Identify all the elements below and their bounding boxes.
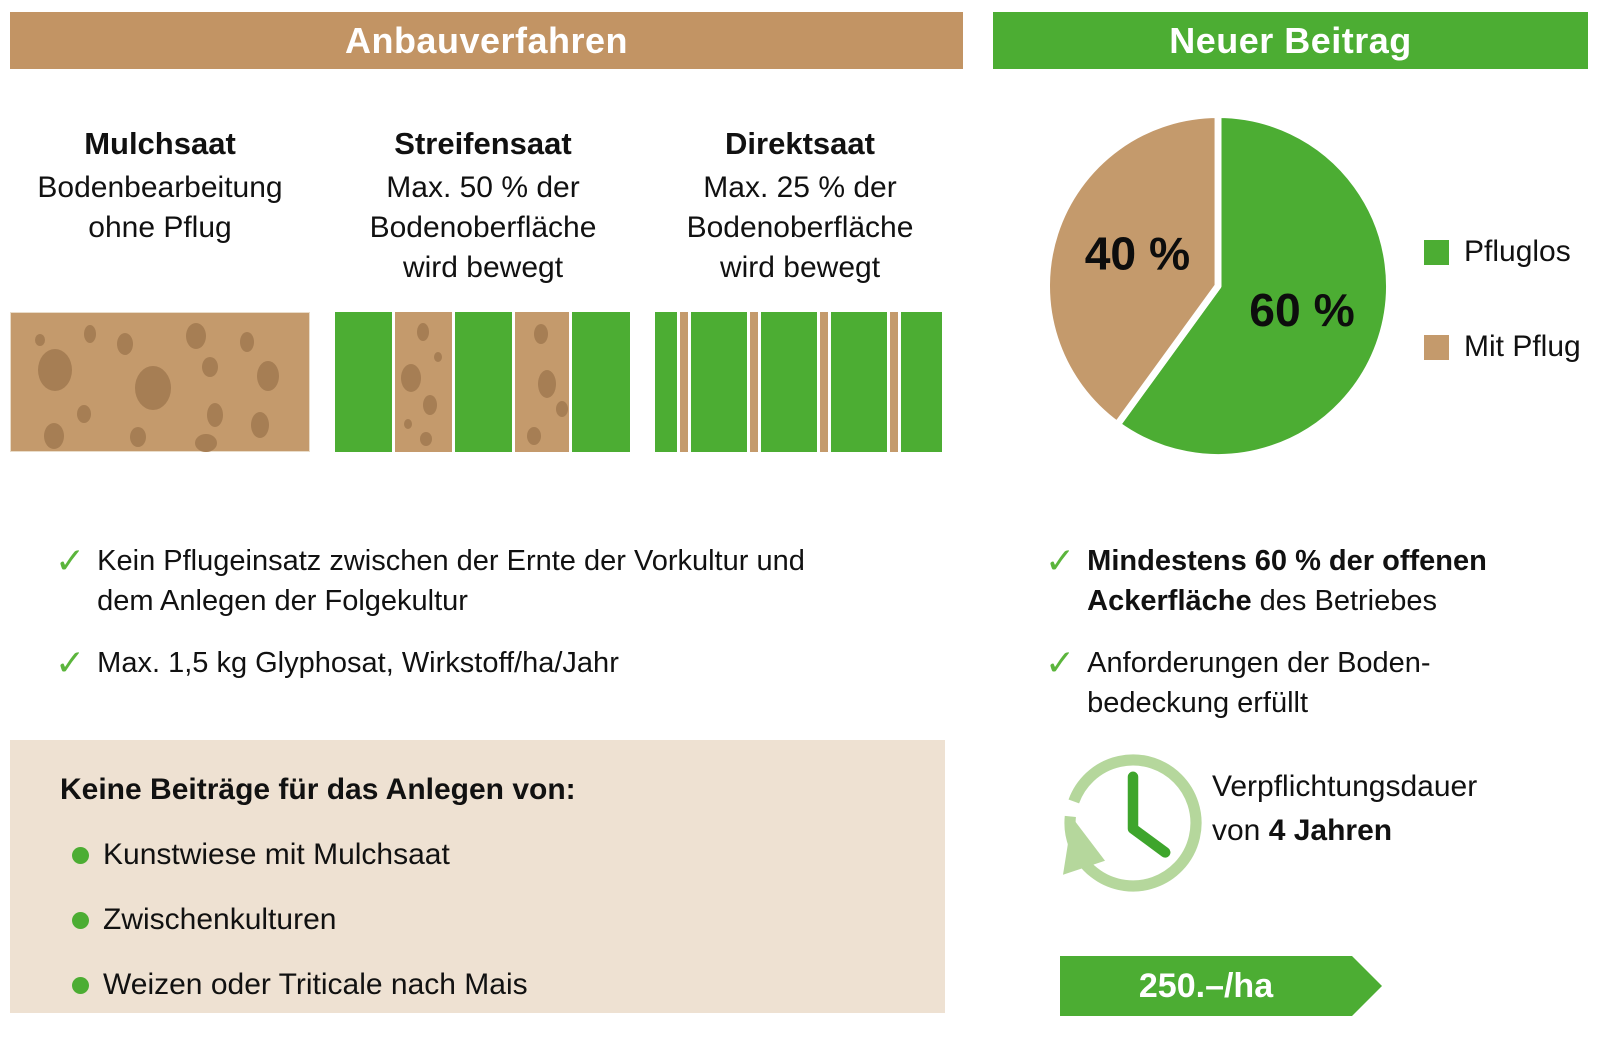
method-line: Bodenoberfläche xyxy=(686,211,914,244)
price-banner: 250.–/ha xyxy=(1060,956,1382,1016)
direktsaat-soil-illustration xyxy=(655,312,942,452)
right-section-header: Neuer Beitrag xyxy=(993,12,1588,69)
checklist-line: bedeckung erfüllt xyxy=(1087,683,1430,723)
checklist-line: Anforderungen der Boden- xyxy=(1087,643,1430,683)
checklist-item: ✓ Mindestens 60 % der offenen Ackerfläch… xyxy=(1045,541,1545,621)
list-item-label: Weizen oder Triticale nach Mais xyxy=(103,968,528,1001)
new-contribution-checklist: ✓ Mindestens 60 % der offenen Ackerfläch… xyxy=(1045,541,1545,745)
pie-slice-pfluglos xyxy=(1113,111,1393,461)
method-title: Direktsaat xyxy=(725,126,875,161)
list-item: Kunstwiese mit Mulchsaat xyxy=(72,835,945,875)
clock-hands xyxy=(1127,771,1171,858)
list-item-label: Zwischenkulturen xyxy=(103,903,337,936)
method-line: Bodenoberfläche xyxy=(369,211,597,244)
duration-text: Verpflichtungsdauer von 4 Jahren xyxy=(1212,765,1477,853)
pie-label-40: 40 % xyxy=(1085,227,1190,279)
checklist-item: ✓ Anforderungen der Boden- bedeckung erf… xyxy=(1045,643,1545,723)
streifensaat-soil-illustration xyxy=(335,312,630,452)
checklist-line: Kein Pflugeinsatz zwischen der Ernte der… xyxy=(97,545,805,577)
method-line: wird bewegt xyxy=(402,251,564,284)
checklist-item: ✓ Max. 1,5 kg Glyphosat, Wirkstoff/ha/Ja… xyxy=(55,643,815,683)
list-item: Zwischenkulturen xyxy=(72,900,945,940)
cultivation-rules-checklist: ✓ Kein Pflugeinsatz zwischen der Ernte d… xyxy=(55,541,815,705)
method-direktsaat: Direktsaat Max. 25 % der Bodenoberfläche… xyxy=(650,124,950,288)
pie-chart: 40 % 60 % xyxy=(1043,111,1393,461)
checklist-line: Max. 1,5 kg Glyphosat, Wirkstoff/ha/Jahr xyxy=(97,647,619,679)
pie-slice-mit-pflug xyxy=(1043,111,1222,429)
method-streifensaat: Streifensaat Max. 50 % der Bodenoberfläc… xyxy=(333,124,633,288)
clock-history-icon xyxy=(1063,754,1202,892)
method-title: Streifensaat xyxy=(394,126,572,161)
bullet-icon xyxy=(72,976,89,994)
regular-text: des Betriebes xyxy=(1251,585,1437,617)
list-item: Weizen oder Triticale nach Mais xyxy=(72,965,945,1005)
check-icon: ✓ xyxy=(1045,540,1076,581)
legend-item-mit-pflug: Mit Pflug xyxy=(1424,330,1581,364)
bullet-icon xyxy=(72,846,89,864)
method-title: Mulchsaat xyxy=(84,126,236,161)
check-icon: ✓ xyxy=(55,642,86,683)
left-section-header: Anbauverfahren xyxy=(10,12,963,69)
method-line: Max. 25 % der xyxy=(703,171,897,204)
legend-label: Pfluglos xyxy=(1464,235,1571,268)
mulchsaat-soil-illustration xyxy=(10,312,310,452)
bullet-icon xyxy=(72,911,89,929)
list-item-label: Kunstwiese mit Mulchsaat xyxy=(103,838,450,871)
check-icon: ✓ xyxy=(55,540,86,581)
clock-arrowhead xyxy=(1063,817,1105,875)
method-line: ohne Pflug xyxy=(88,211,232,244)
method-line: wird bewegt xyxy=(719,251,881,284)
regular-text: von xyxy=(1212,814,1269,847)
checklist-line: Mindestens 60 % der offenen xyxy=(1087,541,1487,581)
method-line: Max. 50 % der xyxy=(386,171,580,204)
regular-text: bedeckung erfüllt xyxy=(1087,687,1309,719)
price-label: 250.–/ha xyxy=(1138,966,1274,1005)
duration-line: Verpflichtungsdauer xyxy=(1212,770,1478,803)
bold-text: Mindestens 60 % der offenen xyxy=(1087,545,1487,577)
bold-text: 4 Jahren xyxy=(1268,814,1393,847)
checklist-line: dem Anlegen der Folgekultur xyxy=(97,585,468,617)
bold-text: Ackerfläche xyxy=(1087,585,1252,617)
method-line: Bodenbearbeitung xyxy=(37,171,283,204)
no-contribution-box: Keine Beiträge für das Anlegen von: Kuns… xyxy=(10,740,945,1013)
legend-item-pfluglos: Pfluglos xyxy=(1424,235,1571,269)
legend-swatch-green xyxy=(1424,239,1449,265)
checklist-line: Ackerfläche des Betriebes xyxy=(1087,581,1487,621)
checklist-item: ✓ Kein Pflugeinsatz zwischen der Ernte d… xyxy=(55,541,815,621)
method-mulchsaat: Mulchsaat Bodenbearbeitung ohne Pflug xyxy=(10,124,310,248)
clock-ring xyxy=(1064,754,1202,892)
regular-text: Anforderungen der Boden- xyxy=(1087,647,1431,679)
legend-swatch-brown xyxy=(1424,334,1449,360)
no-contribution-title: Keine Beiträge für das Anlegen von: xyxy=(60,773,576,806)
pie-label-60: 60 % xyxy=(1249,284,1354,336)
duration-line: von 4 Jahren xyxy=(1212,809,1477,853)
check-icon: ✓ xyxy=(1045,642,1076,683)
legend-label: Mit Pflug xyxy=(1464,330,1581,363)
